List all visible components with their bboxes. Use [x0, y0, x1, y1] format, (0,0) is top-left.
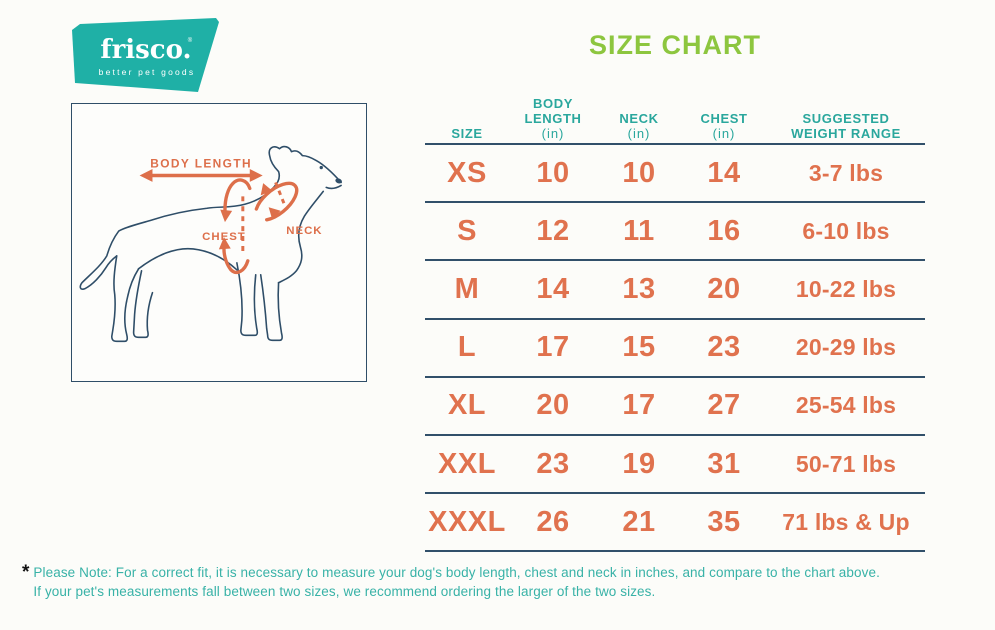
header-main-line: SIZE	[451, 126, 483, 141]
neck-dashed-line	[274, 181, 287, 208]
neck-value: 13	[622, 272, 656, 305]
chest-value: 14	[707, 156, 741, 189]
footnote-text: Please Note: For a correct fit, it is ne…	[33, 563, 880, 601]
table-row-xxxl: XXXL 26 21 35 71 lbs & Up	[425, 492, 925, 553]
dog-head-back-tail-outline	[79, 145, 342, 290]
chest-value: 16	[707, 214, 741, 247]
header-main-line: CHEST	[700, 111, 748, 126]
header-main-line: NECK	[619, 111, 659, 126]
header-top-line: BODY	[533, 96, 573, 111]
body-length-arrow-left-head	[139, 169, 153, 182]
chest-arrowhead-down	[220, 209, 233, 223]
weight-range-value: 10-22 lbs	[795, 275, 897, 302]
size-value: XS	[447, 156, 487, 189]
neck-value: 17	[622, 389, 656, 422]
neck-value: 10	[622, 156, 656, 189]
header-sub-line: WEIGHT RANGE	[791, 126, 901, 141]
body-length-value: 10	[536, 156, 570, 189]
neck-label: NECK	[286, 225, 322, 237]
table-row-xs: XS 10 10 14 3-7 lbs	[425, 143, 925, 201]
body-length-value: 26	[536, 505, 570, 538]
dog-rear-far-leg	[132, 270, 154, 339]
table-row-xxl: XXL 23 19 31 50-71 lbs	[425, 433, 925, 492]
chest-value: 31	[707, 447, 741, 480]
body-length-value: 20	[536, 389, 570, 422]
header-main-line: SUGGESTED	[802, 111, 890, 126]
weight-range-value: 50-71 lbs	[795, 450, 897, 477]
table-row-xl: XL 20 17 27 25-54 lbs	[425, 375, 925, 434]
size-value: XL	[447, 389, 487, 422]
logo-banner-shape	[72, 18, 219, 92]
dog-front-far-leg	[259, 273, 283, 342]
chest-label: CHEST	[202, 231, 246, 243]
column-header-body-length: BODY LENGTH (in)	[509, 85, 597, 143]
body-length-value: 23	[536, 447, 570, 480]
page-title: SIZE CHART	[589, 30, 761, 60]
neck-value: 15	[622, 331, 656, 364]
neck-value: 19	[622, 447, 656, 480]
header-sub-line: (in)	[712, 126, 736, 141]
column-header-chest: CHEST (in)	[681, 85, 767, 143]
logo-tagline: better pet goods	[99, 67, 196, 77]
dog-front-near-leg	[236, 262, 259, 337]
size-value: L	[457, 331, 477, 364]
size-value: XXL	[438, 447, 496, 480]
chest-value: 23	[707, 331, 741, 364]
size-value: M	[454, 272, 480, 305]
body-length-arrow-right-head	[249, 169, 263, 182]
dog-throat-chest-line	[277, 190, 325, 284]
table-row-s: S 12 11 16 6-10 lbs	[425, 201, 925, 259]
measurement-annotations: BODY LENGTH CHEST NECK	[139, 157, 322, 275]
neck-arrowhead-up	[268, 207, 281, 220]
body-length-value: 14	[536, 272, 570, 305]
dog-rear-near-leg	[110, 255, 140, 343]
frisco-logo-banner: frisco. ® better pet goods	[72, 18, 219, 92]
neck-value: 11	[623, 214, 655, 247]
weight-range-value: 6-10 lbs	[802, 217, 890, 244]
dog-eye	[319, 165, 323, 170]
weight-range-value: 3-7 lbs	[808, 159, 884, 186]
footnote-asterisk: *	[22, 562, 30, 583]
size-value: S	[457, 214, 477, 247]
size-value: XXXL	[428, 505, 506, 538]
dog-belly-line	[137, 247, 238, 271]
dog-diagram-canvas: BODY LENGTH CHEST NECK	[79, 145, 342, 343]
logo-wordmark: frisco.	[100, 35, 191, 65]
table-header-row: SIZE BODY LENGTH (in) NECK (in) CHEST (i…	[425, 85, 925, 143]
body-length-value: 17	[536, 331, 570, 364]
neck-value: 21	[622, 505, 656, 538]
column-header-neck: NECK (in)	[597, 85, 681, 143]
body-length-label: BODY LENGTH	[150, 157, 252, 171]
neck-arrowhead-down	[260, 183, 273, 196]
header-sub-line: (in)	[627, 126, 651, 141]
dog-mouth-line	[325, 184, 342, 190]
footnote: * Please Note: For a correct fit, it is …	[22, 563, 982, 601]
weight-range-value: 20-29 lbs	[795, 334, 897, 361]
table-row-l: L 17 15 23 20-29 lbs	[425, 317, 925, 376]
weight-range-value: 25-54 lbs	[795, 392, 897, 419]
frisco-logo: frisco. ® better pet goods	[70, 12, 224, 98]
header-sub-line: (in)	[541, 126, 565, 141]
table-row-m: M 14 13 20 10-22 lbs	[425, 259, 925, 317]
footnote-line-1: Please Note: For a correct fit, it is ne…	[33, 565, 880, 580]
neck-ellipse-arc	[254, 181, 299, 222]
logo-trademark: ®	[188, 37, 193, 44]
neck-ellipse-group	[254, 181, 299, 222]
chest-ellipse-upper-arc	[223, 178, 252, 212]
footnote-line-2: If your pet's measurements fall between …	[33, 584, 656, 599]
column-header-size: SIZE	[425, 85, 509, 143]
header-main-line: LENGTH	[524, 111, 582, 126]
body-length-value: 12	[536, 214, 570, 247]
column-header-weight-range: SUGGESTED WEIGHT RANGE	[767, 85, 925, 143]
dog-measurement-diagram: BODY LENGTH CHEST NECK	[71, 103, 367, 382]
chest-value: 35	[707, 505, 741, 538]
weight-range-value: 71 lbs & Up	[782, 508, 910, 535]
dog-nose	[335, 178, 342, 184]
chest-arrowhead-up	[218, 237, 231, 250]
chest-ellipse-lower-arc	[222, 247, 250, 275]
chest-value: 20	[707, 272, 741, 305]
chest-value: 27	[707, 389, 741, 422]
size-chart-table: SIZE BODY LENGTH (in) NECK (in) CHEST (i…	[425, 85, 925, 553]
